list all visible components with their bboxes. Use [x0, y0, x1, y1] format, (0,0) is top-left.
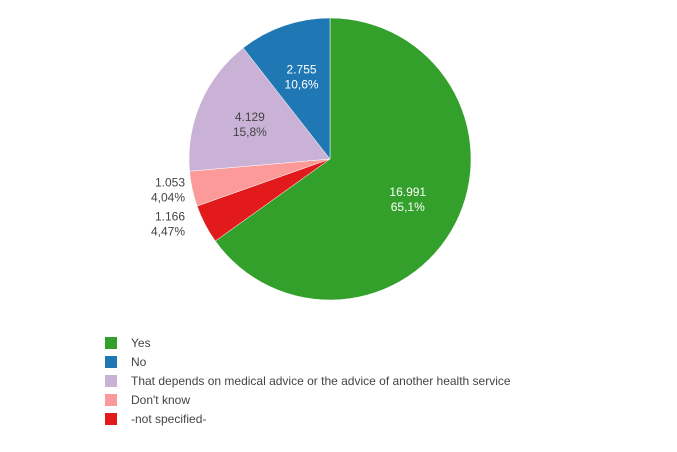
slice-labels: 16.991 65,1% 1.166 4,47% 1.053 4,04% 4.129 15,8… [151, 62, 426, 238]
slice-percent-label: 4,47% [151, 225, 185, 239]
legend-swatch [105, 413, 117, 425]
slice-percent-label: 65,1% [391, 200, 425, 214]
legend-label: Yes [131, 336, 151, 350]
slice-label-no: 2.755 10,6% [285, 62, 319, 91]
legend-swatch [105, 337, 117, 349]
legend-item-yes[interactable]: Yes [105, 336, 151, 350]
legend-swatch [105, 375, 117, 387]
pie-slice-yes[interactable] [214, 17, 472, 301]
slice-label-yes: 16.991 65,1% [389, 185, 426, 214]
slice-value-label: 1.053 [155, 176, 185, 190]
pie-slices [188, 17, 472, 301]
legend-swatch [105, 356, 117, 368]
legend-swatch [105, 394, 117, 406]
legend-item-no[interactable]: No [105, 355, 147, 369]
legend-item-don-t-know[interactable]: Don't know [105, 393, 190, 407]
legend-item-that-depends-on-medical-advice-or-the-advice-of-another-health-service[interactable]: That depends on medical advice or the ad… [105, 374, 511, 388]
slice-label-don-t-know: 1.053 4,04% [151, 176, 185, 205]
legend-label: No [131, 355, 147, 369]
slice-label-not-specified: 1.166 4,47% [151, 210, 185, 239]
slice-value-label: 2.755 [287, 62, 317, 76]
slice-label-that-depends-on-medical-advice-or-the-advice-of-another-health-service: 4.129 15,8% [233, 110, 267, 139]
legend-item-not-specified[interactable]: -not specified- [105, 412, 206, 426]
legend-label: Don't know [131, 393, 190, 407]
slice-percent-label: 10,6% [285, 77, 319, 91]
pie-slice-that-depends-on-medical-advice-or-the-advice-of-another-health-service[interactable] [188, 47, 331, 172]
slice-value-label: 4.129 [235, 110, 265, 124]
pie-slice-no[interactable] [242, 17, 331, 160]
slice-percent-label: 15,8% [233, 125, 267, 139]
slice-value-label: 1.166 [155, 210, 185, 224]
legend-label: That depends on medical advice or the ad… [131, 374, 511, 388]
slice-percent-label: 4,04% [151, 191, 185, 205]
legend-label: -not specified- [131, 412, 206, 426]
slice-value-label: 16.991 [389, 185, 426, 199]
legend: Yes No That depends on medical advice or t… [105, 336, 511, 426]
